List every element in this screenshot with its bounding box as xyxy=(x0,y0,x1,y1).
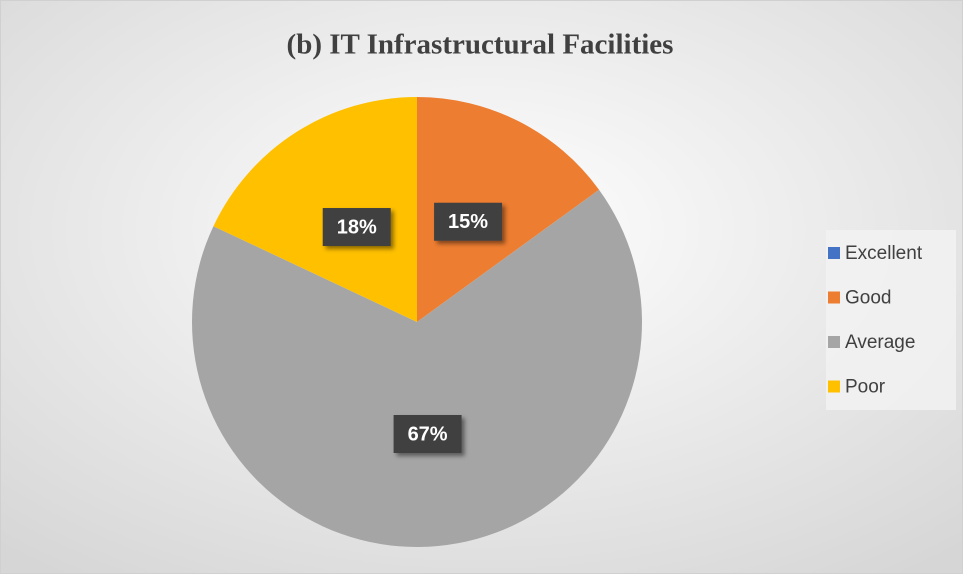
data-label-box xyxy=(322,208,391,247)
pie-slice xyxy=(192,189,642,547)
data-label: 18% xyxy=(337,216,377,238)
chart-title: (b) IT Infrastructural Facilities xyxy=(287,29,674,61)
data-label-box xyxy=(393,415,462,454)
legend-label: Average xyxy=(845,332,915,353)
pie-slice xyxy=(213,97,417,322)
legend-label: Poor xyxy=(845,377,886,398)
legend-swatch xyxy=(828,247,840,259)
legend-label: Good xyxy=(845,288,891,309)
data-label-box xyxy=(434,202,503,241)
legend-swatch xyxy=(828,291,840,304)
legend-label: Excellent xyxy=(845,243,923,264)
legend-swatch xyxy=(828,336,840,348)
legend-box xyxy=(826,230,956,410)
pie-slice xyxy=(417,97,600,322)
data-label: 15% xyxy=(448,211,488,233)
legend-swatch xyxy=(828,380,840,393)
data-label: 67% xyxy=(408,423,448,445)
